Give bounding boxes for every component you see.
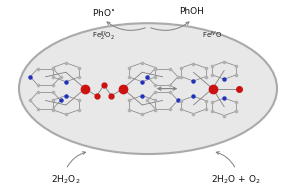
Text: 2H$_2$O$_2$: 2H$_2$O$_2$ [51, 173, 81, 186]
Text: 2H$_2$O + O$_2$: 2H$_2$O + O$_2$ [211, 173, 261, 186]
Ellipse shape [19, 23, 277, 154]
Text: PhOH: PhOH [180, 7, 205, 16]
Text: PhO$^{\bullet}$: PhO$^{\bullet}$ [92, 7, 116, 18]
Text: Fe$^{\mathit{III}}_{\mathit{2}}$O$_2$: Fe$^{\mathit{III}}_{\mathit{2}}$O$_2$ [92, 29, 116, 43]
Text: Fe$^{\mathit{IV}}$O: Fe$^{\mathit{IV}}$O [202, 29, 223, 41]
